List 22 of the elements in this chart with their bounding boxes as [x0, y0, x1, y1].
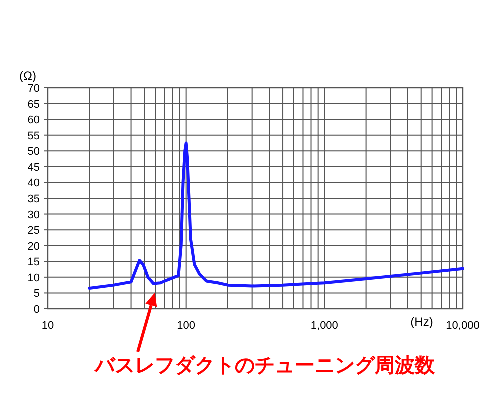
y-tick-label: 10: [28, 272, 40, 284]
y-axis-title: (Ω): [20, 69, 36, 83]
y-tick-label: 25: [28, 225, 40, 238]
y-tick-label: 60: [28, 114, 40, 127]
y-tick-label: 0: [34, 304, 40, 316]
y-tick-label: 15: [28, 256, 40, 269]
y-tick-label: 20: [28, 240, 40, 253]
x-axis-title: (Hz): [410, 315, 434, 329]
y-tick-label: 40: [28, 178, 40, 190]
x-tick-label: 10: [42, 320, 54, 332]
y-tick-label: 50: [28, 146, 40, 158]
x-tick-label: 10,000: [446, 320, 480, 332]
y-tick-label: 5: [34, 288, 40, 300]
y-tick-label: 55: [28, 130, 40, 142]
y-tick-label: 65: [28, 98, 40, 111]
x-tick-label: 1,000: [310, 320, 338, 332]
y-tick-label: 30: [28, 209, 40, 222]
x-tick-label: 100: [177, 320, 196, 332]
y-tick-label: 70: [28, 83, 40, 95]
y-tick-label: 35: [28, 194, 40, 206]
text: バスレフダクトのチューニング周波数: [94, 353, 436, 377]
y-tick-label: 45: [28, 162, 40, 174]
